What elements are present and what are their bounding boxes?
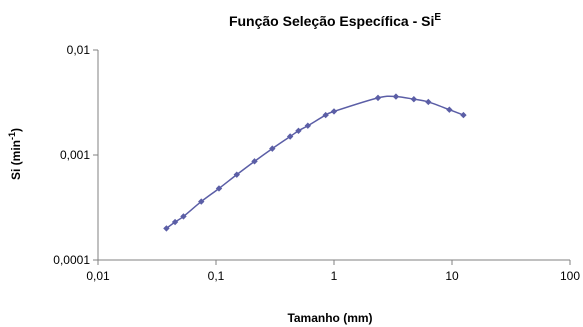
data-point-marker [446,106,453,113]
data-point-marker [460,111,467,119]
data-point-marker [269,145,276,152]
data-point-marker [198,198,205,205]
x-tick-label: 0,01 [86,269,110,283]
chart-title: Função Seleção Específica - SiE [229,12,441,29]
y-tick-label: 0,001 [60,148,90,162]
data-point-marker [163,225,170,232]
data-point-marker [374,94,382,102]
x-tick-label: 10 [445,269,459,283]
data-point-marker [304,122,312,129]
series-line [165,95,464,229]
y-axis-label-suffix: ) [9,128,23,132]
chart-title-superscript: E [434,12,441,23]
data-point-marker [425,98,432,106]
x-axis-label: Tamanho (mm) [287,311,372,325]
x-tick-label: 100 [560,269,580,283]
data-point-marker [295,127,302,135]
data-point-marker [180,213,187,220]
data-point-marker [392,93,400,100]
data-point-marker [171,218,179,226]
y-tick-label: 0,01 [67,43,91,57]
plot-area: 0,01 0,1 1 10 100 0,0001 0,001 0,01 [53,43,580,283]
data-point-marker [286,133,294,140]
y-axis-label: Si (min-1) [7,128,23,180]
y-tick-label: 0,0001 [53,253,90,267]
y-axis-label-superscript: -1 [7,132,17,140]
x-tick-label: 0,1 [208,269,225,283]
data-point-marker [215,185,223,192]
x-tick-label: 1 [331,269,338,283]
data-point-marker [410,95,418,103]
data-point-marker [330,108,338,115]
y-axis-label-main: Si (min [9,140,23,180]
chart-title-main: Função Seleção Específica - Si [229,13,434,29]
data-point-marker [251,158,258,165]
data-point-marker [322,111,329,119]
data-point-marker [233,171,240,178]
